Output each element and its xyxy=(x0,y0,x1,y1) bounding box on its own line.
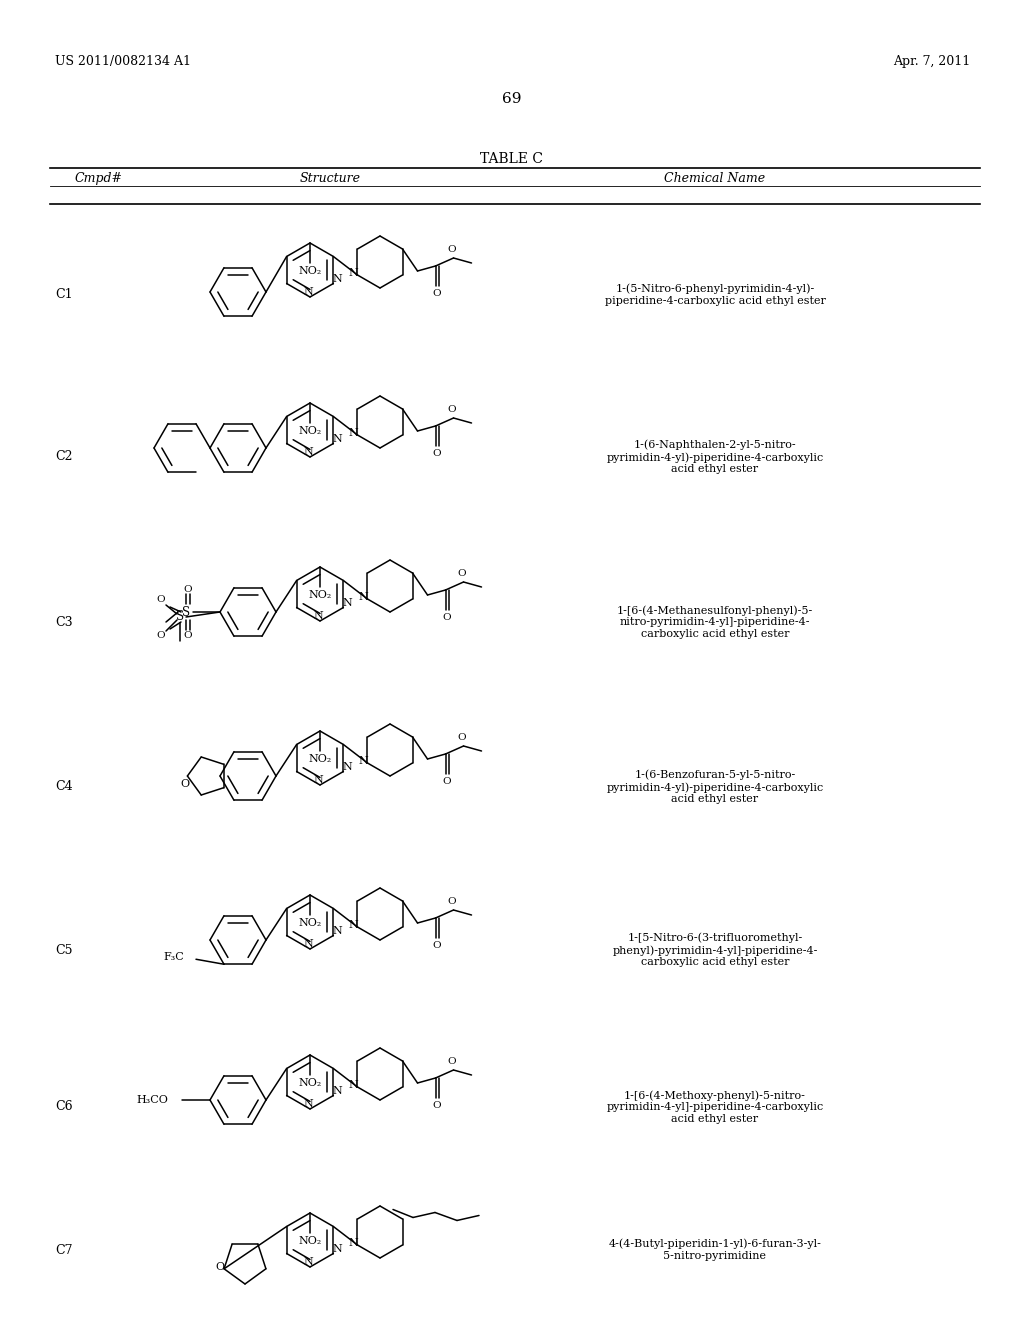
Text: N: N xyxy=(303,286,313,297)
Text: N: N xyxy=(342,763,352,772)
Text: N: N xyxy=(313,775,323,785)
Text: O: O xyxy=(442,777,451,787)
Text: NO₂: NO₂ xyxy=(298,917,322,928)
Text: O: O xyxy=(432,941,440,950)
Text: O: O xyxy=(215,1262,224,1272)
Text: 1-[5-Nitro-6-(3-trifluoromethyl-
phenyl)-pyrimidin-4-yl]-piperidine-4-
carboxyli: 1-[5-Nitro-6-(3-trifluoromethyl- phenyl)… xyxy=(612,933,818,968)
Text: N: N xyxy=(303,1257,313,1267)
Text: S: S xyxy=(182,606,190,619)
Text: NO₂: NO₂ xyxy=(308,590,332,601)
Text: C7: C7 xyxy=(55,1243,73,1257)
Text: C5: C5 xyxy=(55,944,73,957)
Text: Structure: Structure xyxy=(299,172,360,185)
Text: O: O xyxy=(183,631,193,640)
Text: 1-(5-Nitro-6-phenyl-pyrimidin-4-yl)-
piperidine-4-carboxylic acid ethyl ester: 1-(5-Nitro-6-phenyl-pyrimidin-4-yl)- pip… xyxy=(604,284,825,306)
Text: S: S xyxy=(176,610,184,623)
Text: N: N xyxy=(358,591,369,602)
Text: N: N xyxy=(313,611,323,620)
Text: N: N xyxy=(333,1245,342,1254)
Text: O: O xyxy=(432,289,440,298)
Text: N: N xyxy=(333,275,342,285)
Text: N: N xyxy=(303,1100,313,1109)
Text: N: N xyxy=(348,1080,358,1090)
Text: C1: C1 xyxy=(55,289,73,301)
Text: O: O xyxy=(432,1101,440,1110)
Text: 69: 69 xyxy=(502,92,522,106)
Text: 1-(6-Naphthalen-2-yl-5-nitro-
pyrimidin-4-yl)-piperidine-4-carboxylic
acid ethyl: 1-(6-Naphthalen-2-yl-5-nitro- pyrimidin-… xyxy=(606,440,823,474)
Text: N: N xyxy=(348,428,358,438)
Text: H₃CO: H₃CO xyxy=(136,1096,168,1105)
Text: C6: C6 xyxy=(55,1101,73,1114)
Text: C2: C2 xyxy=(55,450,73,463)
Text: O: O xyxy=(457,569,466,578)
Text: O: O xyxy=(457,734,466,742)
Text: N: N xyxy=(348,920,358,931)
Text: N: N xyxy=(333,1086,342,1097)
Text: F₃C: F₃C xyxy=(163,952,184,962)
Text: NO₂: NO₂ xyxy=(298,267,322,276)
Text: 1-(6-Benzofuran-5-yl-5-nitro-
pyrimidin-4-yl)-piperidine-4-carboxylic
acid ethyl: 1-(6-Benzofuran-5-yl-5-nitro- pyrimidin-… xyxy=(606,770,823,804)
Text: N: N xyxy=(333,434,342,445)
Text: TABLE C: TABLE C xyxy=(480,152,544,166)
Text: O: O xyxy=(432,450,440,458)
Text: O: O xyxy=(157,595,165,605)
Text: N: N xyxy=(342,598,352,609)
Text: 1-[6-(4-Methoxy-phenyl)-5-nitro-
pyrimidin-4-yl]-piperidine-4-carboxylic
acid et: 1-[6-(4-Methoxy-phenyl)-5-nitro- pyrimid… xyxy=(606,1090,823,1123)
Text: C3: C3 xyxy=(55,615,73,628)
Text: N: N xyxy=(358,756,369,766)
Text: O: O xyxy=(157,631,165,640)
Text: NO₂: NO₂ xyxy=(308,754,332,764)
Text: O: O xyxy=(442,614,451,623)
Text: US 2011/0082134 A1: US 2011/0082134 A1 xyxy=(55,55,191,69)
Text: 4-(4-Butyl-piperidin-1-yl)-6-furan-3-yl-
5-nitro-pyrimidine: 4-(4-Butyl-piperidin-1-yl)-6-furan-3-yl-… xyxy=(608,1239,821,1261)
Text: NO₂: NO₂ xyxy=(298,1236,322,1246)
Text: NO₂: NO₂ xyxy=(298,1078,322,1088)
Text: 1-[6-(4-Methanesulfonyl-phenyl)-5-
nitro-pyrimidin-4-yl]-piperidine-4-
carboxyli: 1-[6-(4-Methanesulfonyl-phenyl)-5- nitro… xyxy=(616,605,813,639)
Text: N: N xyxy=(333,927,342,936)
Text: Cmpd#: Cmpd# xyxy=(75,172,123,185)
Text: O: O xyxy=(447,898,456,907)
Text: Apr. 7, 2011: Apr. 7, 2011 xyxy=(893,55,970,69)
Text: O: O xyxy=(181,779,190,789)
Text: N: N xyxy=(348,1238,358,1247)
Text: N: N xyxy=(303,447,313,457)
Text: O: O xyxy=(447,1057,456,1067)
Text: N: N xyxy=(348,268,358,279)
Text: O: O xyxy=(183,586,193,594)
Text: NO₂: NO₂ xyxy=(298,426,322,436)
Text: N: N xyxy=(303,939,313,949)
Text: O: O xyxy=(447,246,456,255)
Text: Chemical Name: Chemical Name xyxy=(665,172,766,185)
Text: C4: C4 xyxy=(55,780,73,793)
Text: O: O xyxy=(447,405,456,414)
